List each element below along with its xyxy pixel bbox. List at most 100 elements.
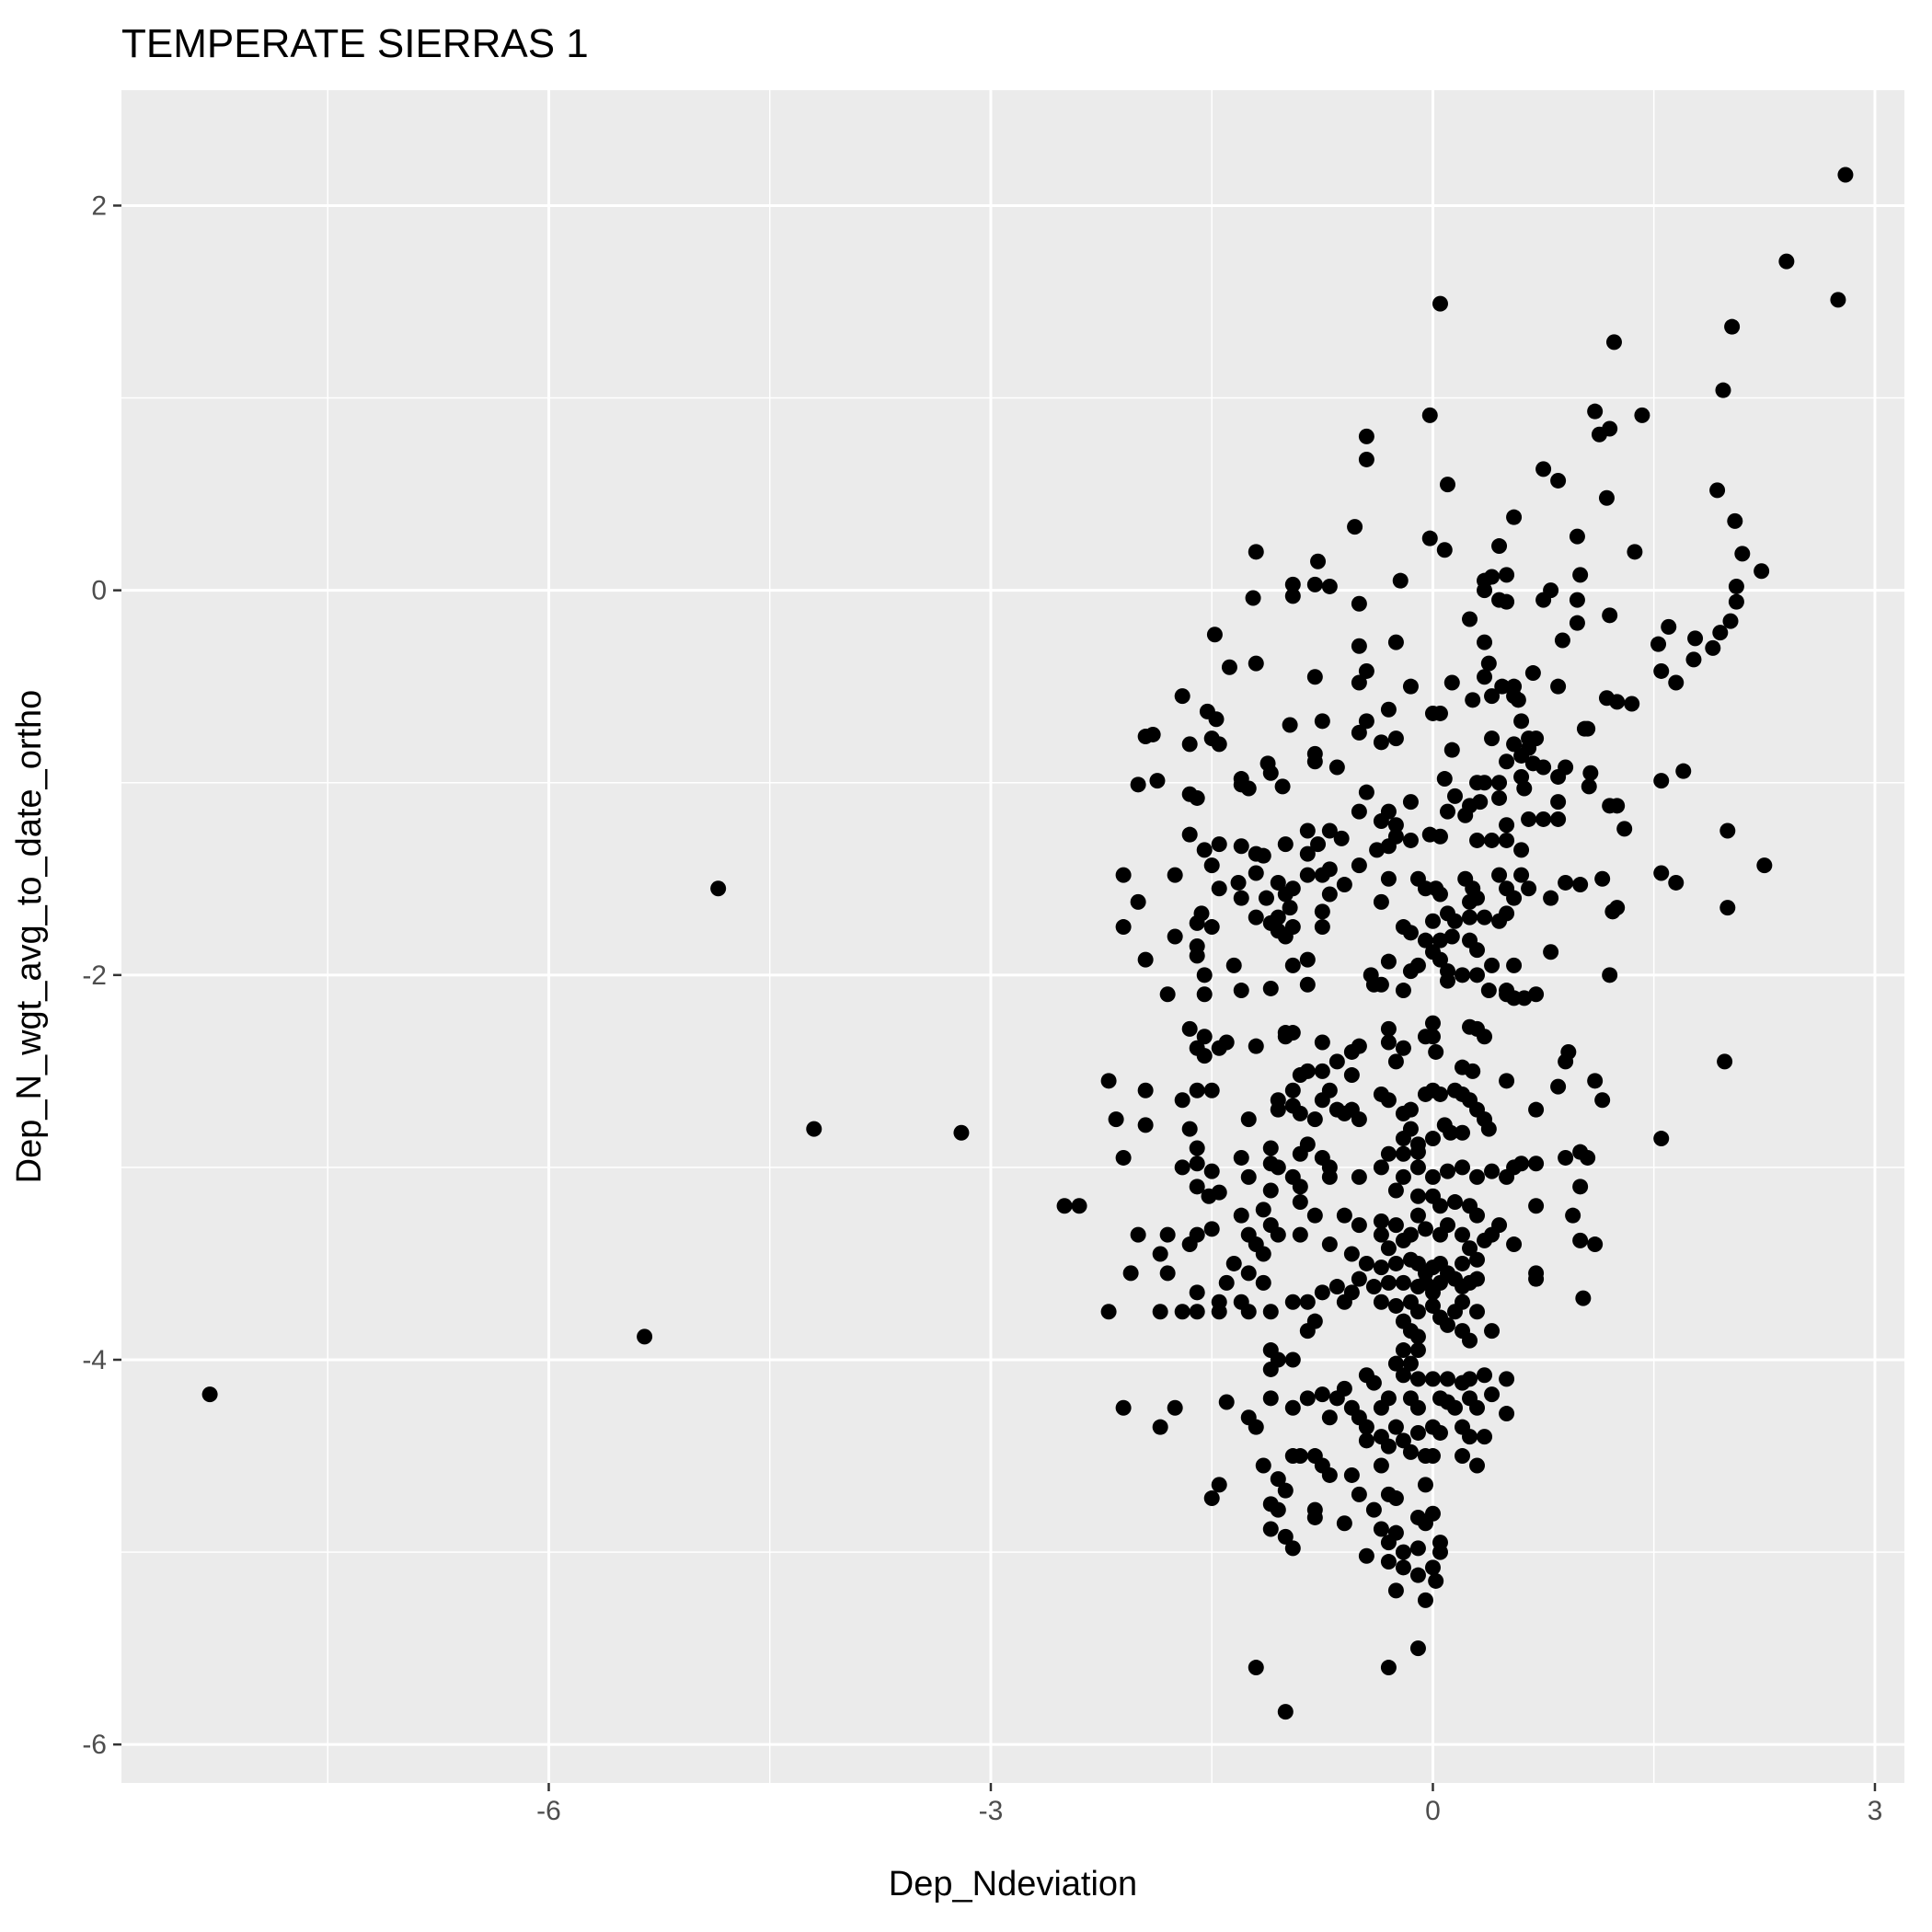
data-point [1387,817,1404,834]
data-point [1358,1432,1374,1449]
data-point [1715,382,1731,398]
data-point [1387,1419,1404,1435]
y-tick-label: 2 [91,190,107,221]
data-point [1484,1323,1501,1340]
data-point [1299,867,1316,883]
data-point [1528,1271,1545,1287]
data-point [1203,857,1220,874]
data-point [1446,1399,1463,1416]
data-point [1417,932,1433,949]
data-point [1499,1371,1515,1387]
data-point [1675,763,1692,779]
data-point [1380,870,1397,887]
data-point [1402,794,1419,811]
data-point [1373,813,1389,830]
data-point [1328,1390,1345,1407]
data-point [1262,1496,1279,1512]
data-point [1221,659,1237,675]
data-point [1436,771,1453,788]
data-point [1432,1198,1448,1214]
data-point [1491,1217,1508,1234]
data-point [1424,1505,1441,1522]
data-point [1727,512,1743,529]
data-point [1469,967,1486,983]
data-point [1380,838,1397,855]
data-point [1351,724,1367,741]
data-point [1409,1342,1426,1359]
data-point [1484,1163,1501,1179]
data-point [1462,1371,1478,1387]
data-point [1424,1297,1441,1314]
data-point [1181,786,1198,802]
data-point [1387,634,1404,650]
data-point [1373,734,1389,751]
data-point [1189,1304,1205,1320]
data-point [1380,1660,1397,1676]
data-point [1299,845,1316,862]
data-point [1196,1048,1213,1064]
data-point [1417,1592,1433,1608]
data-point [1277,1482,1294,1499]
data-point [1558,874,1574,891]
data-point [1439,1371,1455,1387]
data-point [1225,957,1242,973]
data-point [1494,678,1511,695]
data-point [1455,967,1471,983]
data-point [1299,976,1316,993]
data-point [1299,1390,1316,1407]
data-point [1550,794,1567,811]
data-point [1373,1226,1389,1243]
data-point [1373,1259,1389,1276]
data-point [1321,886,1338,903]
data-point [1402,1101,1419,1118]
data-point [1189,1179,1205,1195]
data-point [1462,611,1478,627]
data-point [1756,857,1773,874]
tick-labels: -6 -3 0 3 -6 -4 -2 0 2 [82,190,1882,1826]
data-point [1233,838,1249,855]
data-point [1443,1124,1459,1141]
data-point [1432,886,1448,903]
data-point [1365,1279,1382,1295]
data-point [953,1124,970,1141]
data-point [1653,662,1670,679]
x-tick-label: -3 [979,1796,1004,1826]
data-point [1443,674,1460,691]
data-point [1262,980,1279,996]
data-point [1351,1217,1367,1234]
data-point [1543,890,1559,906]
data-point [1455,1159,1471,1176]
data-point [1432,1274,1448,1291]
data-point [1616,821,1633,837]
data-point [1196,1029,1213,1045]
data-point [1365,1501,1382,1518]
data-point [1409,1207,1426,1224]
data-point [1535,759,1552,776]
data-point [1409,1159,1426,1176]
data-point [1380,1092,1397,1109]
data-point [1477,582,1493,599]
data-point [1351,674,1367,691]
data-point [1306,1509,1323,1525]
data-point [1137,951,1154,968]
data-point [1336,1294,1352,1310]
data-point [1395,1544,1411,1560]
data-point [1582,765,1599,781]
data-point [1457,807,1474,823]
data-point [1402,1443,1419,1460]
data-point [1203,919,1220,936]
data-point [1687,630,1704,647]
data-point [1528,1101,1545,1118]
data-point [1469,832,1486,848]
data-point [1521,880,1537,897]
data-point [1369,842,1386,858]
data-point [1351,1168,1367,1185]
data-point [1455,1448,1471,1465]
data-point [1159,1265,1176,1282]
data-point [1167,867,1183,883]
data-point [1248,845,1264,862]
data-point [1245,590,1261,606]
data-point [1432,1424,1448,1441]
data-point [1258,890,1274,906]
data-point [1535,592,1552,608]
